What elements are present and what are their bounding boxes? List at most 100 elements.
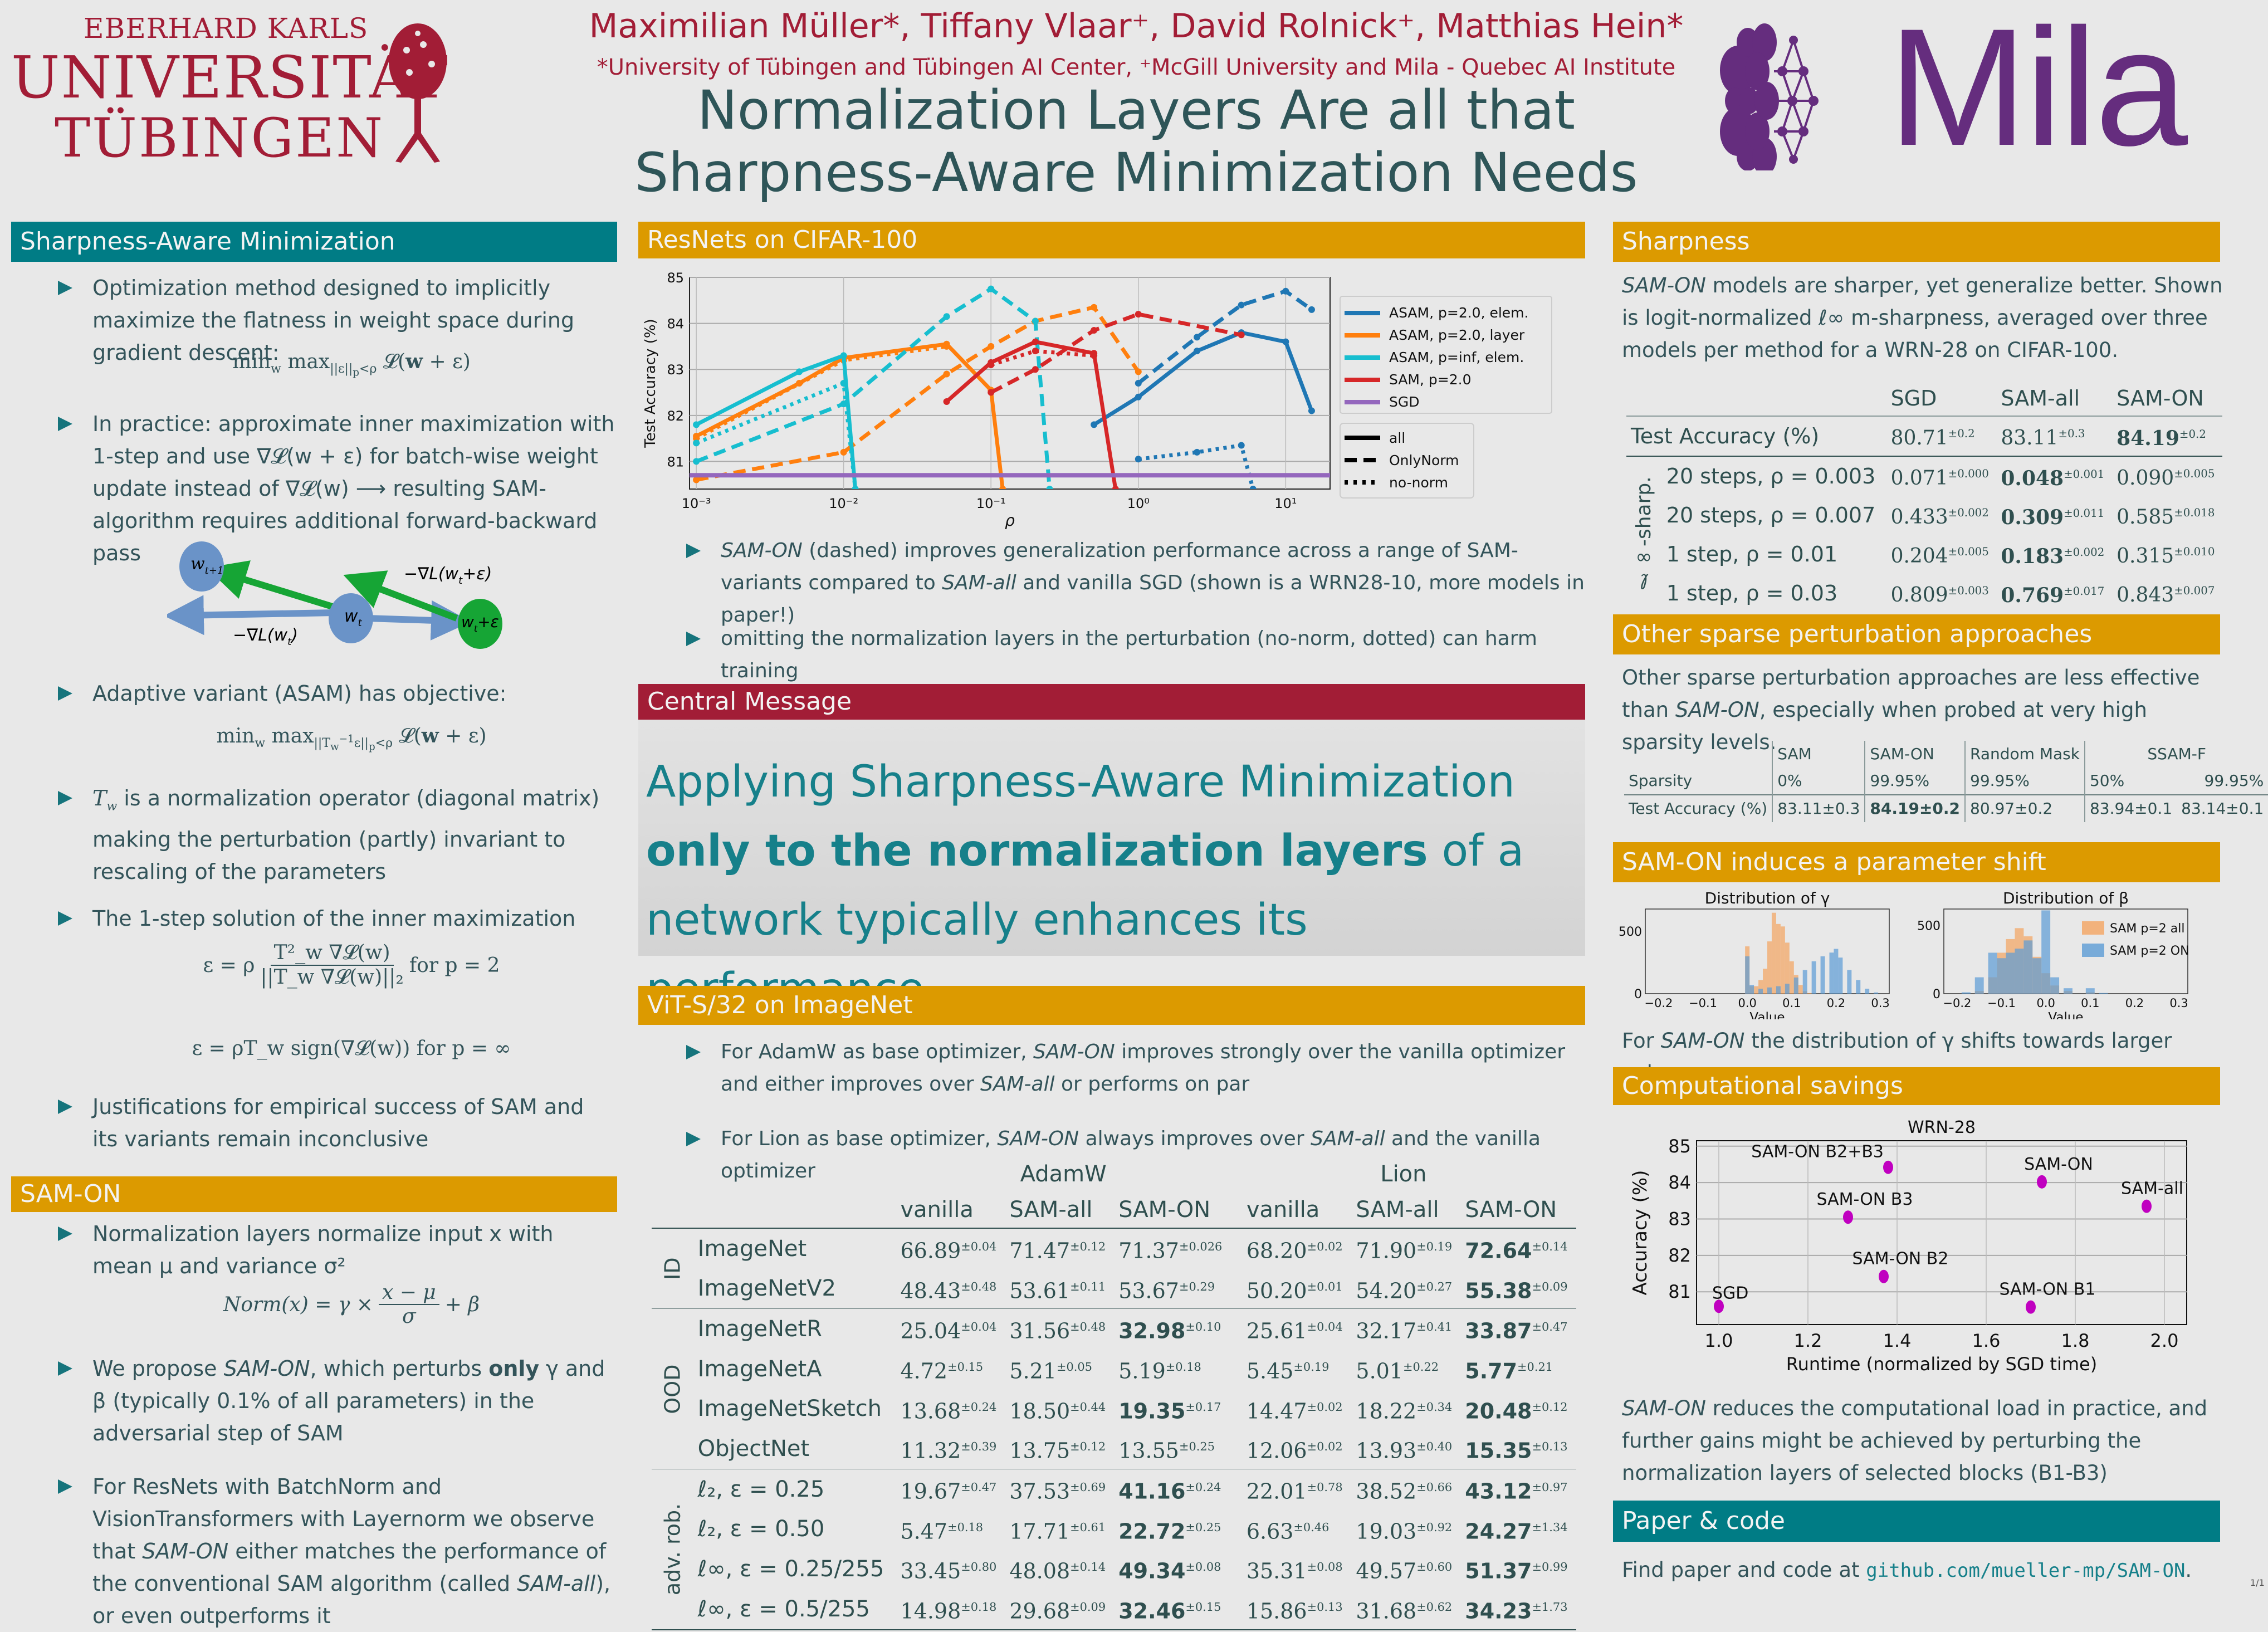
table-cell: 14.47±0.02 — [1231, 1389, 1352, 1429]
cell-std: ±0.017 — [2064, 584, 2105, 598]
table-cell-best: 41.16±0.24 — [1114, 1469, 1231, 1509]
cell-std: ±0.25 — [1185, 1520, 1221, 1534]
row-label: ImageNetV2 — [697, 1276, 836, 1302]
cell-value: 18.50 — [1009, 1399, 1071, 1424]
histogram-bar — [1820, 956, 1825, 994]
legend-swatch — [2082, 944, 2104, 957]
samon-term: SAM-ON — [142, 1539, 229, 1563]
cell-value: 20.48 — [1465, 1399, 1532, 1424]
table-cell-best: 32.98±0.10 — [1114, 1309, 1231, 1349]
bullet-text: and vanilla SGD (shown is a WRN28-10, mo… — [721, 571, 1585, 627]
col-header: SAM-ON — [1118, 1197, 1211, 1223]
github-link[interactable]: github.com/mueller-mp/SAM-ON — [1866, 1560, 2186, 1582]
sam-gradient-arrow — [343, 570, 458, 622]
cell-value: 0.183 — [2001, 544, 2064, 568]
histogram-bar — [1745, 956, 1750, 994]
histogram-bar — [1763, 969, 1767, 994]
samall-term: SAM-all — [980, 1073, 1055, 1096]
table-cell: 14.98±0.18 — [896, 1589, 1005, 1630]
cell-value: 0.309 — [2001, 505, 2064, 529]
cell-std: ±0.12 — [1070, 1440, 1106, 1454]
samon-term: SAM-ON — [223, 1356, 310, 1381]
histogram-title: Distribution of β — [2003, 889, 2129, 907]
accuracy-value: 83.11±0.3 — [1772, 795, 1865, 822]
node-w-eps-label: wt+ε — [461, 613, 499, 634]
y-tick-label: 83 — [667, 362, 684, 378]
legend-label: SAM p=2 ON — [2110, 944, 2189, 958]
point-label: SAM-all — [2121, 1179, 2183, 1199]
cell-std: ±0.97 — [1532, 1480, 1568, 1494]
data-point — [1091, 421, 1098, 428]
cell-value: 31.56 — [1009, 1318, 1071, 1343]
scatter-point — [1879, 1269, 1889, 1283]
table-cell-best: 22.72±0.25 — [1114, 1509, 1231, 1550]
table-cell-best: 34.23±1.73 — [1460, 1589, 1576, 1630]
data-point — [1282, 338, 1289, 345]
central-message-box: Applying Sharpness-Aware Minimization on… — [638, 720, 1585, 1014]
method-header: SSAM-F — [2084, 741, 2268, 768]
y-axis-label: Test Accuracy (%) — [642, 319, 659, 448]
cell-value: 0.204 — [1890, 545, 1948, 568]
data-point — [1308, 407, 1315, 414]
bullet-text: always improves over — [1079, 1127, 1311, 1150]
cell-value: 6.63 — [1246, 1519, 1294, 1544]
eq-denominator: σ — [402, 1305, 416, 1328]
scatter-point — [1714, 1299, 1724, 1313]
table-cell-best: 49.34±0.08 — [1114, 1549, 1231, 1589]
eq-rhs: for p = 2 — [409, 954, 500, 977]
cell-std: ±0.66 — [1416, 1480, 1453, 1494]
x-axis-label: Value — [2048, 1010, 2083, 1019]
section-header-samon: SAM-ON — [11, 1176, 617, 1212]
x-tick-label: 0.2 — [1827, 996, 1845, 1010]
cell-std: ±0.08 — [1307, 1560, 1343, 1574]
cell-value: 0.048 — [2001, 466, 2064, 490]
resnets-bullet-1: SAM-ON (dashed) improves generalization … — [686, 535, 1590, 632]
series-line — [1137, 289, 1313, 385]
accuracy-value: 80.97±0.2 — [1964, 795, 2085, 822]
table-cell-best: 19.35±0.17 — [1114, 1389, 1231, 1429]
table-cell: 53.61±0.11 — [1005, 1269, 1114, 1309]
cell-std: ±0.15 — [947, 1360, 984, 1374]
table-cell: 0.090±0.005 — [2112, 456, 2222, 496]
eq-lhs: Norm(x) = γ × — [223, 1293, 373, 1316]
y-tick-label: 81 — [1668, 1281, 1691, 1302]
table-cell: 0.585±0.018 — [2112, 496, 2222, 535]
scatter-point — [1883, 1160, 1893, 1174]
point-label: SAM-ON — [2024, 1155, 2093, 1174]
bullet-text: (dashed) improves generalization perform… — [721, 539, 1518, 594]
table-cell: 18.22±0.34 — [1351, 1389, 1460, 1429]
table-cell: 13.75±0.12 — [1005, 1429, 1114, 1469]
cell-std: ±0.15 — [1185, 1600, 1221, 1614]
cell-std: ±0.80 — [961, 1560, 997, 1574]
histogram-bar — [2006, 952, 2015, 994]
bullet-text: We propose — [92, 1356, 224, 1381]
section-header-vit: ViT-S/32 on ImageNet — [638, 986, 1585, 1025]
histogram-bar — [2099, 993, 2108, 994]
scatter-point — [2026, 1300, 2036, 1314]
histogram-bar — [1771, 912, 1776, 994]
row-group-label: ID — [660, 1257, 685, 1280]
histogram-title: Distribution of γ — [1705, 889, 1830, 907]
histogram-bar — [2050, 977, 2060, 994]
node-w-t — [329, 593, 373, 643]
sam-update-diagram: wt+1 wt wt+ε −∇L(wt+ε) −∇L(wt) — [167, 541, 502, 649]
cell-value: 66.89 — [900, 1238, 961, 1263]
x-axis-label: Runtime (normalized by SGD time) — [1786, 1354, 2097, 1375]
asam-objective-equation: minw max||Tw−1ε||p<ρ 𝓛(w + ε) — [216, 724, 487, 753]
samall-term: SAM-all — [517, 1571, 596, 1596]
bullet-text: For Lion as base optimizer, — [721, 1127, 998, 1150]
samon-bullet-3: For ResNets with BatchNorm and VisionTra… — [58, 1470, 616, 1632]
cell-value: 15.86 — [1246, 1599, 1307, 1624]
table-row: 1 step, ρ = 0.03 0.809±0.003 0.769±0.017 0.… — [1626, 574, 2222, 613]
cell-std: ±0.99 — [1532, 1560, 1568, 1574]
cell-std: ±0.62 — [1416, 1600, 1453, 1614]
sam-bullet-2: In practice: approximate inner maximizat… — [58, 408, 616, 569]
cell-std: ±0.02 — [1307, 1440, 1343, 1454]
paragraph-text: Find paper and code at — [1622, 1558, 1866, 1582]
table-cell: 22.01±0.78 — [1231, 1469, 1352, 1509]
row-label: ImageNetSketch — [697, 1396, 882, 1422]
cell-std: ±0.22 — [1403, 1360, 1439, 1374]
histogram-bar — [1829, 952, 1834, 994]
bullet-triangle-icon — [686, 544, 701, 558]
sam-bullet-3: Adaptive variant (ASAM) has objective: — [58, 677, 610, 710]
